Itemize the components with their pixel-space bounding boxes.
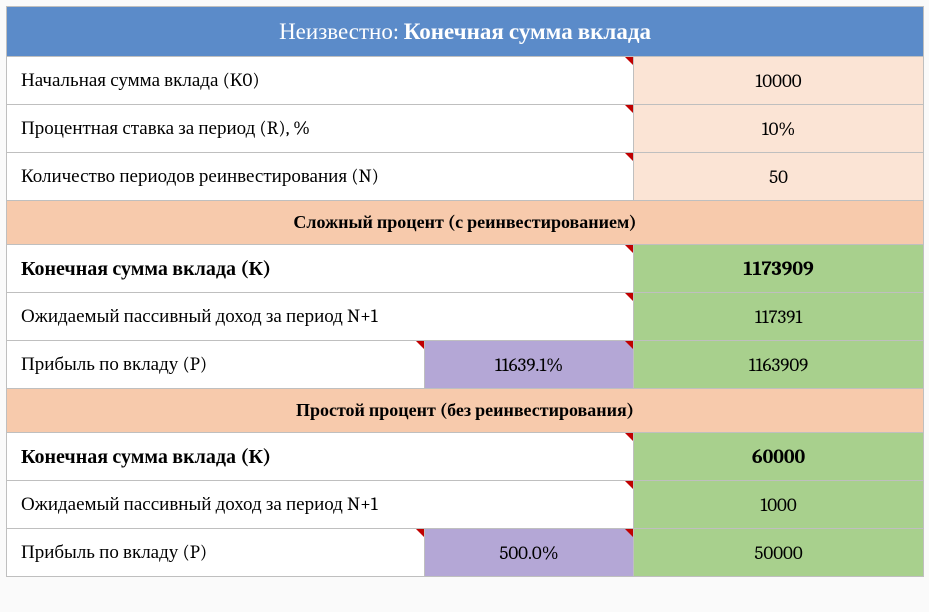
label-rate: Процентная ставка за период (R), % <box>7 105 634 153</box>
label-periods: Количество периодов реинвестирования (N) <box>7 153 634 201</box>
row-initial: Начальная сумма вклада (К0) 10000 <box>7 57 924 105</box>
row-simple-final: Конечная сумма вклада (К) 60000 <box>7 433 924 481</box>
label-simple-final: Конечная сумма вклада (К) <box>7 433 634 481</box>
section-compound-title: Сложный процент (с реинвестированием) <box>7 201 924 245</box>
label-simple-passive: Ожидаемый пассивный доход за период N+1 <box>7 481 634 529</box>
row-rate: Процентная ставка за период (R), % 10% <box>7 105 924 153</box>
row-compound-passive: Ожидаемый пассивный доход за период N+1 … <box>7 293 924 341</box>
row-periods: Количество периодов реинвестирования (N)… <box>7 153 924 201</box>
row-simple-profit: Прибыль по вкладу (P) 500.0% 50000 <box>7 529 924 577</box>
value-compound-profit: 1163909 <box>634 341 924 389</box>
label-compound-passive: Ожидаемый пассивный доход за период N+1 <box>7 293 634 341</box>
header-prefix: Неизвестно: <box>279 18 404 45</box>
pct-simple-profit: 500.0% <box>425 529 634 577</box>
label-simple-profit: Прибыль по вкладу (P) <box>7 529 425 577</box>
value-rate[interactable]: 10% <box>634 105 924 153</box>
row-simple-passive: Ожидаемый пассивный доход за период N+1 … <box>7 481 924 529</box>
value-simple-profit: 50000 <box>634 529 924 577</box>
row-compound-final: Конечная сумма вклада (К) 1173909 <box>7 245 924 293</box>
header-row: Неизвестно: Конечная сумма вклада <box>7 7 924 57</box>
header-title: Конечная сумма вклада <box>404 18 651 45</box>
row-compound-profit: Прибыль по вкладу (P) 11639.1% 1163909 <box>7 341 924 389</box>
value-initial[interactable]: 10000 <box>634 57 924 105</box>
section-simple: Простой процент (без реинвестирования) <box>7 389 924 433</box>
value-simple-passive: 1000 <box>634 481 924 529</box>
pct-compound-profit: 11639.1% <box>425 341 634 389</box>
value-periods[interactable]: 50 <box>634 153 924 201</box>
section-compound: Сложный процент (с реинвестированием) <box>7 201 924 245</box>
label-compound-profit: Прибыль по вкладу (P) <box>7 341 425 389</box>
header-cell: Неизвестно: Конечная сумма вклада <box>7 7 924 57</box>
section-simple-title: Простой процент (без реинвестирования) <box>7 389 924 433</box>
value-compound-final: 1173909 <box>634 245 924 293</box>
value-simple-final: 60000 <box>634 433 924 481</box>
value-compound-passive: 117391 <box>634 293 924 341</box>
label-compound-final: Конечная сумма вклада (К) <box>7 245 634 293</box>
calc-table: Неизвестно: Конечная сумма вклада Началь… <box>6 6 924 577</box>
label-initial: Начальная сумма вклада (К0) <box>7 57 634 105</box>
